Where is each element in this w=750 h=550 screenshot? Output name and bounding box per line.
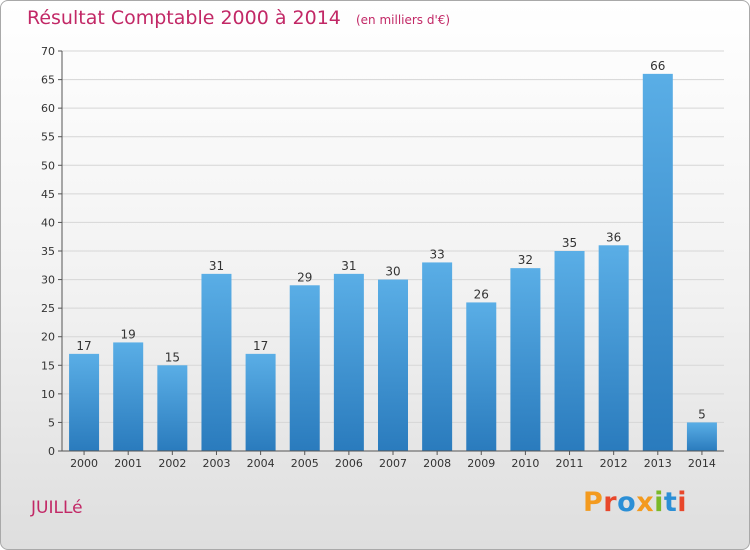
y-tick-label: 65: [41, 74, 55, 87]
brand-letter: r: [603, 487, 618, 518]
x-tick-label: 2006: [335, 457, 363, 470]
y-tick-label: 30: [41, 274, 55, 287]
brand-letter: i: [654, 487, 664, 518]
data-label-2003: 31: [209, 259, 224, 273]
data-label-2006: 31: [341, 259, 356, 273]
bar-2002: [157, 365, 188, 451]
x-tick-label: 2003: [202, 457, 230, 470]
label-layer: 17 19 15 31 17 29 31 30 33 26 32 35 36 66 5: [76, 59, 705, 422]
y-tick-label: 5: [48, 416, 55, 429]
brand-letter: x: [636, 487, 655, 518]
y-tick-label: 45: [41, 188, 55, 201]
data-label-2011: 35: [562, 236, 577, 250]
x-tick-label: 2008: [423, 457, 451, 470]
bar-2014: [686, 422, 717, 451]
y-tick-label: 20: [41, 331, 55, 344]
y-tick-label: 15: [41, 359, 55, 372]
data-label-2007: 30: [385, 265, 400, 279]
bar-layer: [69, 73, 717, 451]
y-tick-label: 40: [41, 216, 55, 229]
bar-2011: [554, 251, 585, 451]
brand-logo: Proxiti: [583, 487, 687, 518]
data-label-2010: 32: [518, 253, 533, 267]
brand-letter: P: [583, 487, 604, 518]
y-tick-label: 70: [41, 45, 55, 58]
commune-name: JUILLé: [31, 498, 83, 518]
brand-letter: t: [663, 487, 678, 518]
y-tick-label: 60: [41, 102, 55, 115]
chart-title: Résultat Comptable 2000 à 2014: [27, 7, 341, 29]
data-label-2000: 17: [76, 339, 91, 353]
x-tick-label: 2011: [556, 457, 584, 470]
bar-2009: [466, 302, 497, 451]
bar-2005: [289, 285, 320, 451]
data-label-2008: 33: [429, 247, 444, 261]
data-label-2012: 36: [606, 230, 621, 244]
title-row: Résultat Comptable 2000 à 2014 (en milli…: [27, 7, 450, 29]
x-tick-label: 2001: [114, 457, 142, 470]
x-tick-label: 2002: [158, 457, 186, 470]
data-label-2013: 66: [650, 59, 665, 73]
bar-2013: [642, 73, 673, 451]
y-tick-label: 10: [41, 388, 55, 401]
bar-2006: [333, 273, 364, 451]
y-tick-label: 55: [41, 131, 55, 144]
bar-2007: [378, 279, 408, 451]
data-label-2005: 29: [297, 270, 312, 284]
x-tick-label: 2005: [291, 457, 319, 470]
x-tick-label: 2004: [247, 457, 275, 470]
y-tick-label: 25: [41, 302, 55, 315]
data-label-2002: 15: [165, 350, 180, 364]
x-tick-label: 2014: [688, 457, 716, 470]
x-tick-label: 2010: [511, 457, 539, 470]
chart-subtitle: (en milliers d'€): [355, 13, 451, 27]
bar-2012: [598, 245, 629, 451]
brand-letter: i: [677, 487, 688, 518]
bar-2003: [201, 273, 232, 451]
data-label-2004: 17: [253, 339, 268, 353]
x-tick-label: 2013: [644, 457, 672, 470]
axis-layer: 0 5 10 15 20 25 30 35 40 45 50 55 60 65 70 2000 2001 2002…: [41, 45, 724, 470]
bar-2001: [113, 342, 144, 451]
data-label-2014: 5: [698, 407, 706, 421]
bar-2000: [69, 353, 100, 451]
bar-2004: [245, 353, 276, 451]
y-tick-label: 35: [41, 245, 55, 258]
y-tick-label: 50: [41, 159, 55, 172]
data-label-2001: 19: [121, 327, 136, 341]
x-tick-label: 2009: [467, 457, 495, 470]
x-tick-label: 2007: [379, 457, 407, 470]
x-tick-label: 2012: [600, 457, 628, 470]
y-tick-label: 0: [48, 445, 55, 458]
data-label-2009: 26: [474, 287, 489, 301]
x-tick-label: 2000: [70, 457, 98, 470]
bar-2008: [422, 262, 453, 451]
brand-letter: o: [617, 487, 637, 518]
bar-2010: [510, 268, 541, 451]
